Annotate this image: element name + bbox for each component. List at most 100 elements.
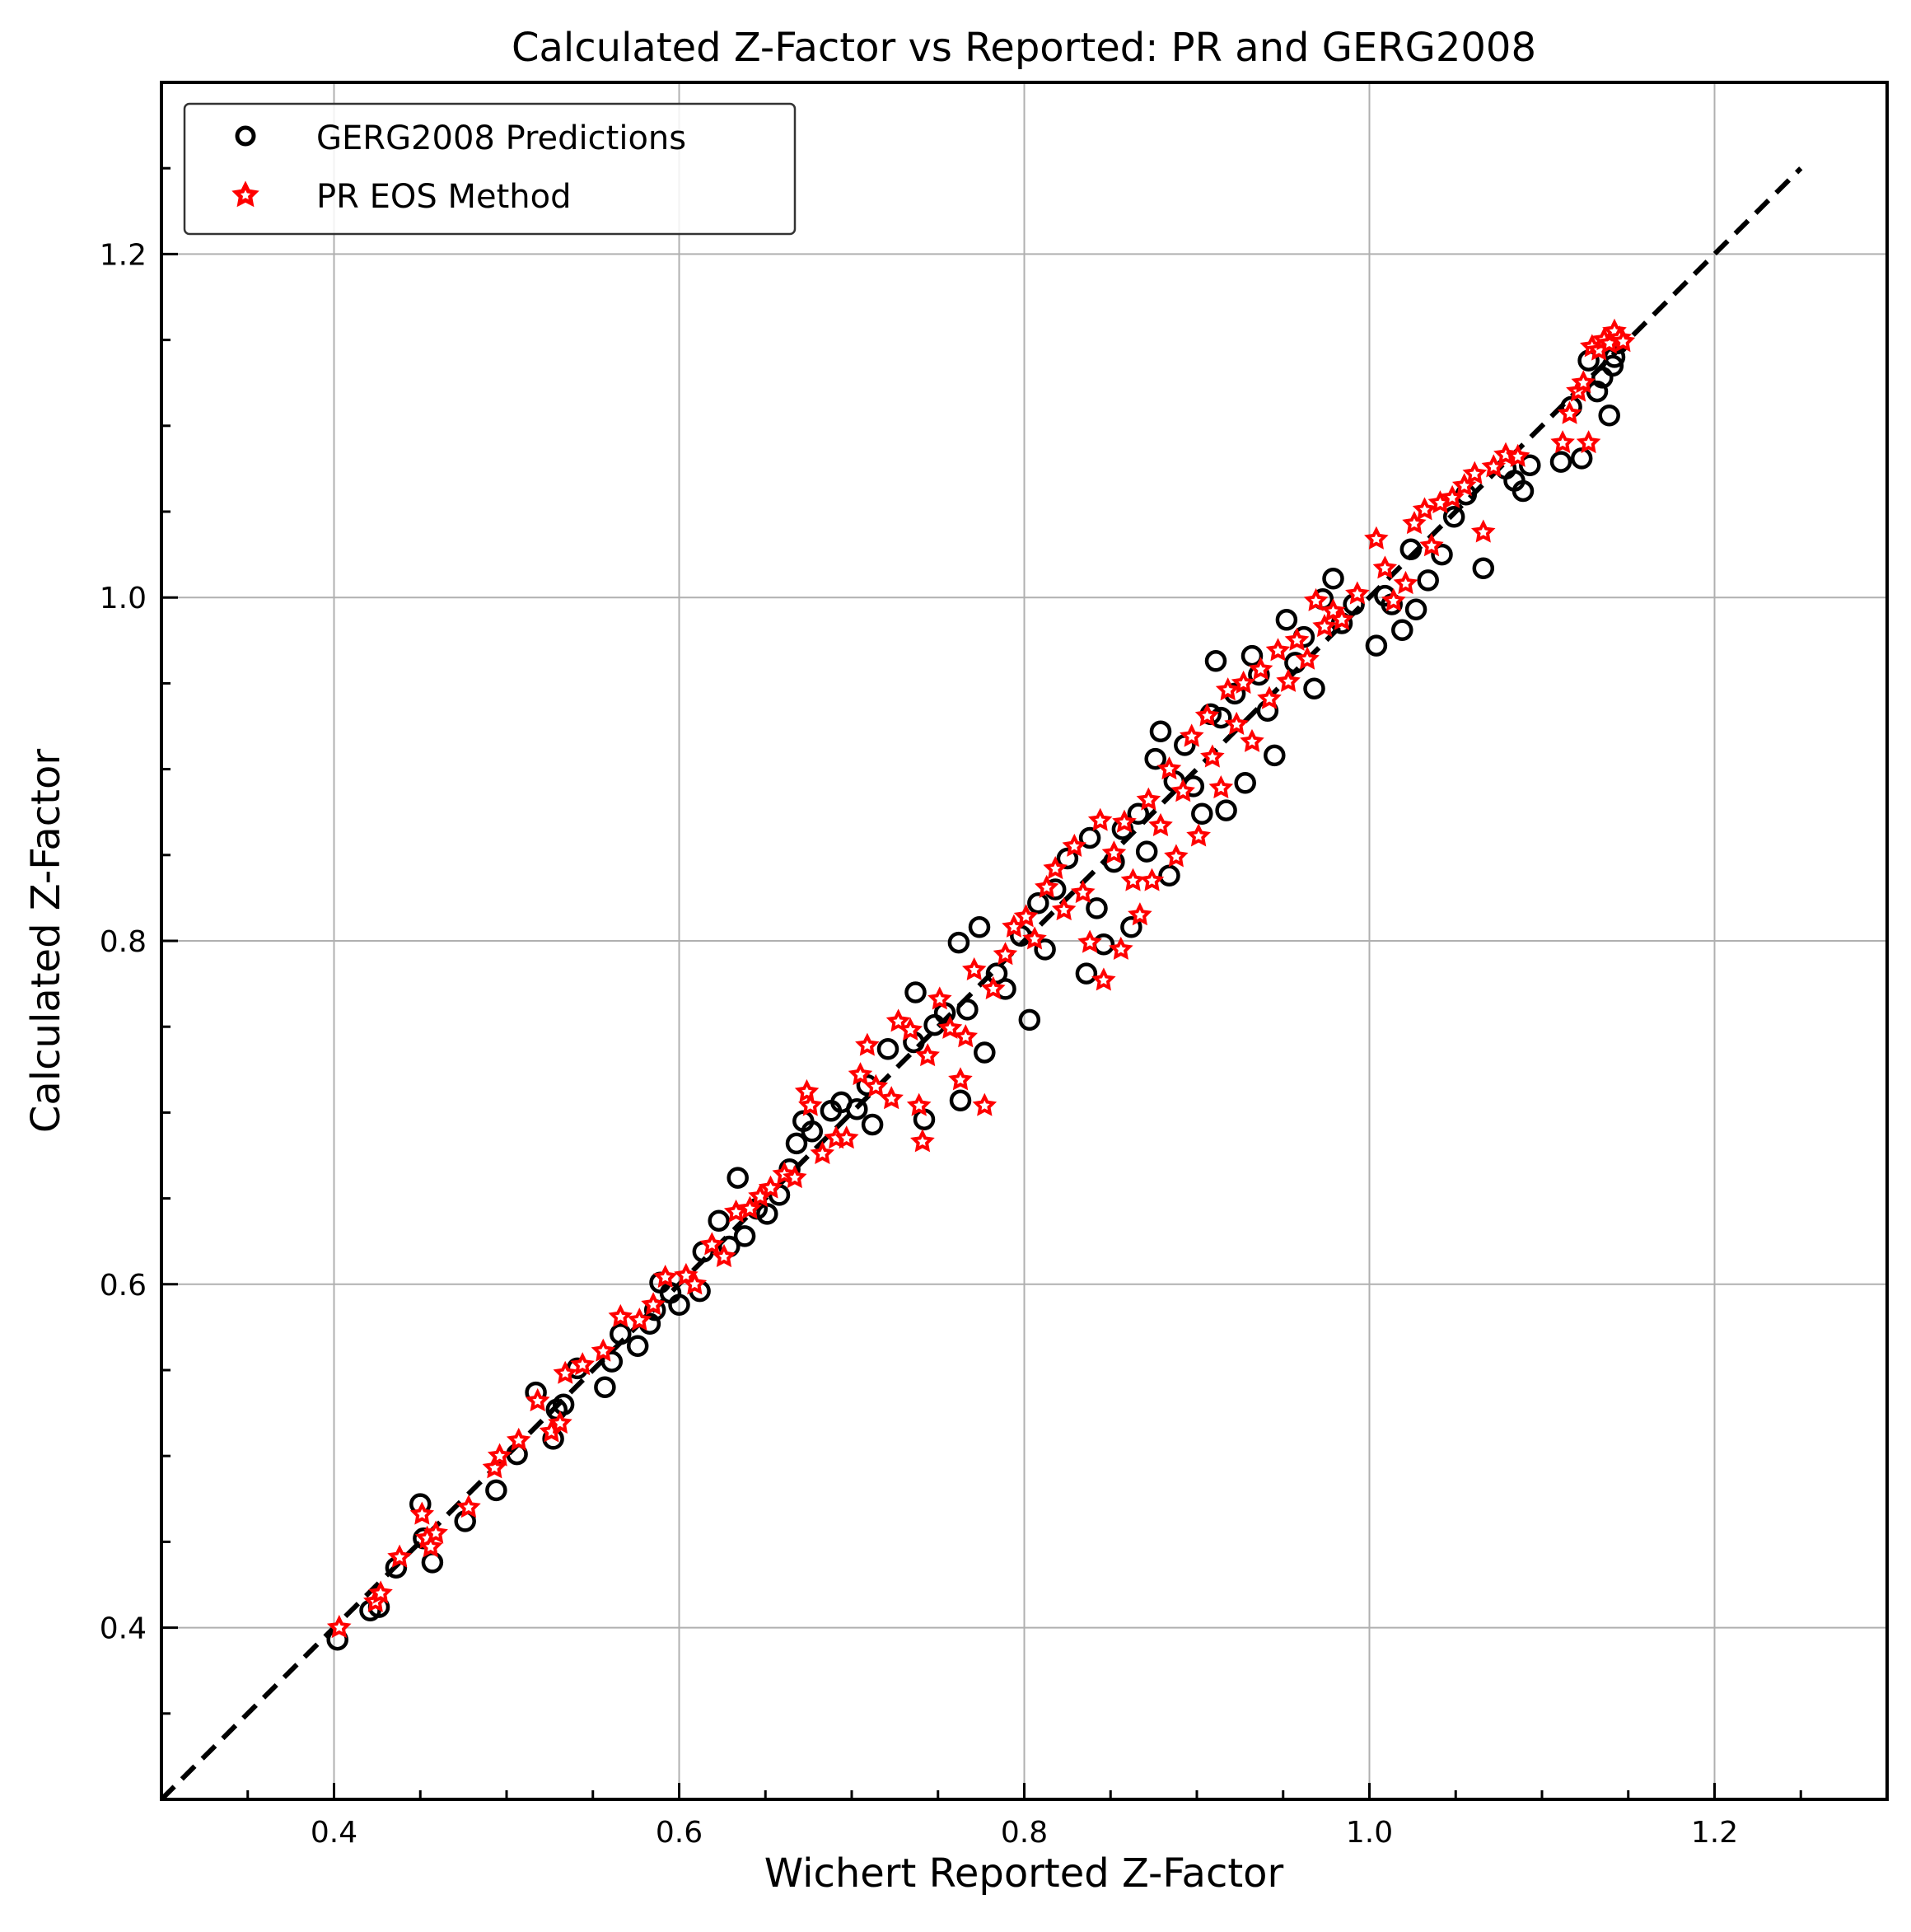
pr-eos-point	[783, 1165, 807, 1189]
gerg2008-point	[876, 1038, 899, 1060]
pr-eos-point	[1610, 329, 1636, 353]
pr-eos-point	[1248, 657, 1273, 681]
pr-eos-point	[487, 1443, 512, 1467]
pr-eos-point	[1550, 430, 1575, 454]
gerg2008-series	[326, 332, 1629, 1651]
pr-eos-point	[1051, 896, 1077, 921]
pr-eos-point	[980, 975, 1006, 999]
pr-eos-point	[1215, 677, 1241, 701]
pr-eos-point	[1462, 461, 1488, 484]
gerg2008-point	[846, 1097, 868, 1120]
pr-eos-point	[1224, 711, 1249, 735]
pr-eos-point	[1087, 807, 1113, 831]
gerg2008-point	[1027, 891, 1049, 915]
gerg2008-point	[1417, 569, 1439, 592]
x-tick-label: 0.8	[1001, 1816, 1048, 1850]
gerg2008-point	[1204, 650, 1227, 672]
pr-eos-point	[1557, 400, 1582, 424]
pr-eos-point	[953, 1024, 979, 1048]
pr-eos-point	[961, 957, 987, 980]
gerg2008-point	[1120, 916, 1142, 938]
x-tick-label: 0.6	[656, 1816, 703, 1850]
pr-eos-point	[885, 1008, 911, 1032]
gerg2008-point	[1234, 772, 1256, 794]
gerg2008-point	[1215, 799, 1237, 821]
pr-eos-point	[712, 1244, 736, 1268]
pr-eos-point	[1312, 614, 1337, 638]
pr-eos-point	[1062, 833, 1086, 857]
pr-eos-point	[387, 1544, 412, 1568]
pr-eos-point	[1265, 638, 1291, 662]
pr-eos-point	[915, 1043, 940, 1067]
pr-eos-point	[910, 1129, 935, 1153]
pr-eos-point	[608, 1303, 633, 1327]
pr-eos-point	[482, 1455, 507, 1479]
pr-eos-point	[863, 1074, 889, 1097]
pr-eos-point	[1091, 967, 1116, 991]
grid-lines	[161, 82, 1887, 1799]
gerg2008-point	[1442, 506, 1465, 528]
gerg2008-point	[1149, 720, 1172, 743]
pr-eos-point	[898, 1017, 923, 1041]
gerg2008-point	[1322, 568, 1344, 590]
pr-eos-point	[1136, 787, 1161, 811]
pr-eos-point	[927, 986, 952, 1010]
gerg2008-point	[1570, 447, 1593, 470]
pr-eos-point	[1112, 809, 1137, 833]
pr-eos-point	[1412, 497, 1437, 521]
pr-eos-point	[1194, 703, 1220, 727]
gerg2008-point	[485, 1479, 507, 1502]
gerg2008-point	[1404, 598, 1427, 621]
gerg2008-point	[974, 1041, 996, 1064]
pr-eos-point	[1120, 868, 1146, 891]
x-tick-label: 0.4	[311, 1816, 357, 1850]
pr-eos-point	[972, 1092, 998, 1116]
gerg2008-point	[1519, 454, 1541, 476]
pr-eos-point	[506, 1427, 531, 1451]
gerg2008-point	[1191, 802, 1213, 826]
y-tick-labels: 0.4 0.6 0.8 1.0 1.2	[100, 238, 147, 1645]
pr-eos-point	[368, 1580, 393, 1604]
pr-eos-series	[326, 318, 1636, 1639]
gerg2008-point	[1144, 747, 1166, 770]
pr-eos-point	[409, 1501, 435, 1525]
pr-eos-point	[1148, 812, 1173, 836]
pr-eos-point	[948, 1067, 973, 1091]
pr-eos-point	[456, 1495, 481, 1518]
y-axis-title: Calculated Z-Factor	[23, 749, 69, 1133]
pr-eos-point	[1470, 519, 1496, 543]
legend-gerg-label: GERG2008 Predictions	[316, 119, 686, 157]
gerg2008-point	[552, 1393, 575, 1415]
axis-ticks	[161, 166, 1802, 1799]
pr-eos-point	[834, 1125, 859, 1149]
gerg2008-point	[1303, 677, 1325, 699]
pr-eos-point	[1364, 526, 1389, 550]
pr-eos-point	[1329, 606, 1354, 630]
pr-eos-point	[627, 1307, 652, 1331]
pr-eos-point	[1043, 855, 1068, 880]
gerg2008-point	[1275, 609, 1298, 631]
gerg2008-point	[801, 1120, 824, 1143]
gerg2008-point	[1241, 644, 1264, 667]
gerg2008-point	[1549, 451, 1572, 473]
pr-eos-point	[1077, 929, 1102, 953]
legend-box	[183, 102, 797, 236]
gerg2008-point	[668, 1293, 690, 1317]
pr-eos-point	[548, 1410, 572, 1434]
plot-area-frame	[160, 81, 1889, 1801]
pr-eos-point	[1295, 646, 1320, 670]
gerg2008-point	[1399, 538, 1423, 561]
legend-pr-marker	[231, 180, 259, 208]
gerg2008-point	[1034, 938, 1056, 961]
pr-eos-point	[1284, 627, 1310, 651]
y-tick-label: 0.4	[100, 1612, 147, 1646]
pr-eos-point	[848, 1062, 873, 1086]
pr-eos-point	[855, 1032, 880, 1056]
pr-eos-point	[1070, 880, 1096, 904]
pr-eos-point	[418, 1534, 443, 1558]
pr-eos-point	[758, 1175, 783, 1199]
pr-eos-point	[1200, 744, 1225, 768]
pr-eos-point	[1231, 670, 1256, 694]
pr-eos-point	[906, 1092, 932, 1116]
pr-eos-point	[1208, 774, 1234, 799]
